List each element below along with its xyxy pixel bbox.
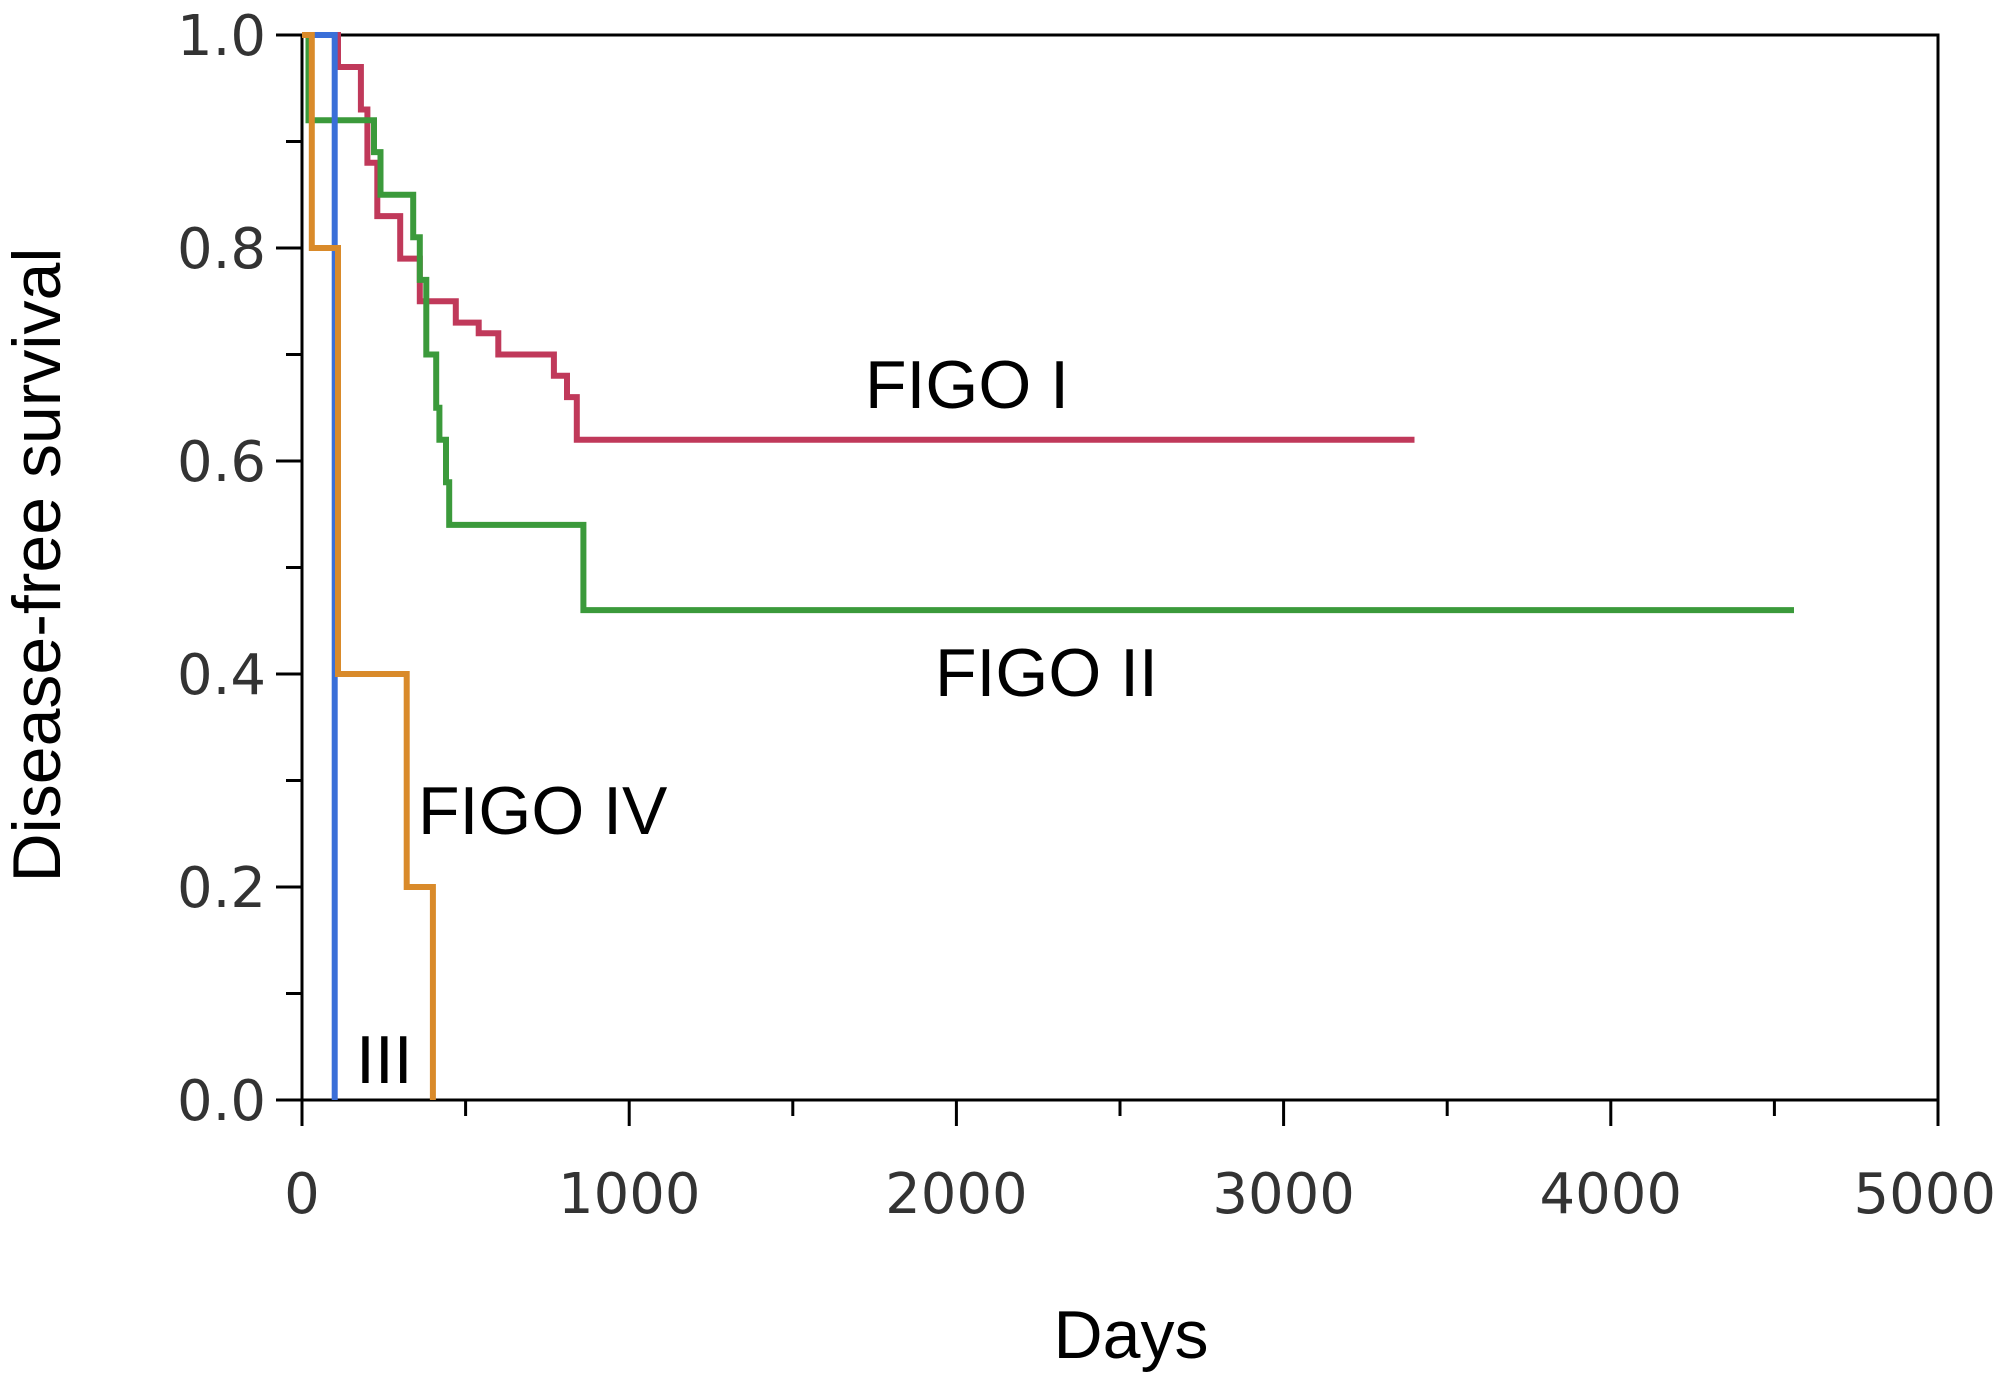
x-axis-tick-labels: 0 1000 2000 3000 4000 5000: [284, 1162, 1996, 1227]
y-tick-label-5: 1.0: [177, 4, 266, 69]
series-annotations: FIGO I FIGO II FIGO IV III: [356, 347, 1158, 1098]
y-tick-label-4: 0.8: [177, 217, 266, 282]
y-axis-tick-labels: 0.0 0.2 0.4 0.6 0.8 1.0: [177, 4, 266, 1134]
x-tick-label-4: 4000: [1540, 1162, 1683, 1227]
x-axis-title: Days: [1054, 1297, 1209, 1373]
y-tick-label-2: 0.4: [177, 643, 266, 708]
x-tick-label-2: 2000: [885, 1162, 1028, 1227]
plot-frame: [300, 33, 1940, 1102]
annotation-iii: III: [356, 1022, 413, 1098]
x-tick-label-5: 5000: [1853, 1162, 1996, 1227]
y-tick-label-3: 0.6: [177, 430, 266, 495]
x-tick-label-0: 0: [284, 1162, 320, 1227]
series-line-iii: [302, 32, 338, 1100]
series-line-figo-iv: [302, 32, 436, 1100]
y-tick-label-0: 0.0: [177, 1069, 266, 1134]
series-lines: [302, 32, 1794, 1100]
y-axis-title: Disease-free survival: [0, 248, 75, 883]
series-line-figo-i: [302, 32, 1415, 443]
y-tick-label-1: 0.2: [177, 856, 266, 921]
x-axis-ticks: [300, 1100, 1940, 1126]
x-tick-label-1: 1000: [558, 1162, 701, 1227]
plot-area-border: [300, 33, 1940, 1102]
y-axis-ticks: [276, 33, 302, 1102]
annotation-figo-iv: FIGO IV: [418, 773, 668, 849]
x-tick-label-3: 3000: [1212, 1162, 1355, 1227]
annotation-figo-ii: FIGO II: [935, 635, 1158, 711]
series-line-figo-ii: [302, 32, 1794, 614]
annotation-figo-i: FIGO I: [865, 347, 1069, 423]
